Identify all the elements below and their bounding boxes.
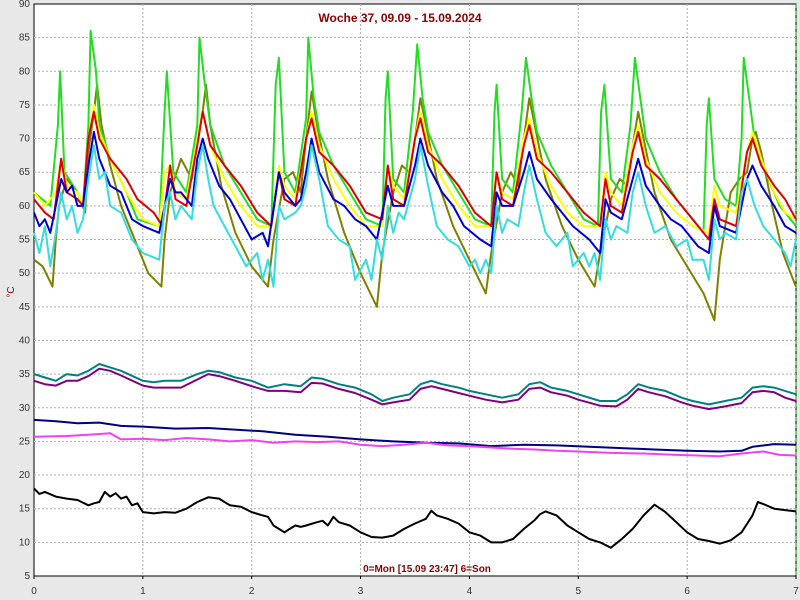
x-tick-label: 3 (358, 586, 364, 597)
series-line-8 (33, 418, 797, 453)
series-line-10 (33, 487, 797, 549)
y-tick-label: 50 (19, 268, 31, 279)
series-line-3 (33, 110, 797, 241)
y-tick-label: 5 (24, 571, 30, 582)
y-tick-label: 85 (19, 33, 31, 44)
chart-footer: 0=Mon [15.09 23:47] 6=Son (363, 564, 491, 575)
series-line-7 (33, 367, 797, 411)
x-tick-label: 6 (684, 586, 690, 597)
y-tick-label: 45 (19, 302, 31, 313)
series-line-9 (33, 432, 797, 458)
y-axis-label: °C (6, 286, 17, 297)
y-tick-label: 70 (19, 134, 31, 145)
series-line-2 (33, 103, 797, 234)
series-line-1 (33, 29, 797, 234)
x-tick-label: 0 (31, 586, 37, 597)
y-tick-label: 25 (19, 436, 31, 447)
y-tick-label: 60 (19, 201, 31, 212)
y-tick-label: 80 (19, 66, 31, 77)
y-tick-label: 35 (19, 369, 31, 380)
y-tick-label: 75 (19, 100, 31, 111)
series-line-5 (33, 144, 797, 288)
y-tick-label: 65 (19, 167, 31, 178)
x-tick-label: 1 (140, 586, 146, 597)
plot-area (33, 3, 797, 577)
series-lines (33, 29, 797, 549)
series-line-4 (33, 130, 797, 254)
y-tick-label: 30 (19, 403, 31, 414)
x-tick-label: 5 (576, 586, 582, 597)
series-line-6 (33, 363, 797, 406)
y-tick-label: 90 (19, 0, 31, 10)
y-tick-label: 55 (19, 235, 31, 246)
y-tick-label: 20 (19, 470, 31, 481)
x-tick-label: 4 (467, 586, 473, 597)
y-tick-label: 15 (19, 504, 31, 515)
x-tick-label: 7 (793, 586, 799, 597)
x-tick-label: 2 (249, 586, 255, 597)
y-tick-label: 40 (19, 335, 31, 346)
chart-title: Woche 37, 09.09 - 15.09.2024 (318, 11, 482, 25)
y-tick-label: 10 (19, 537, 31, 548)
